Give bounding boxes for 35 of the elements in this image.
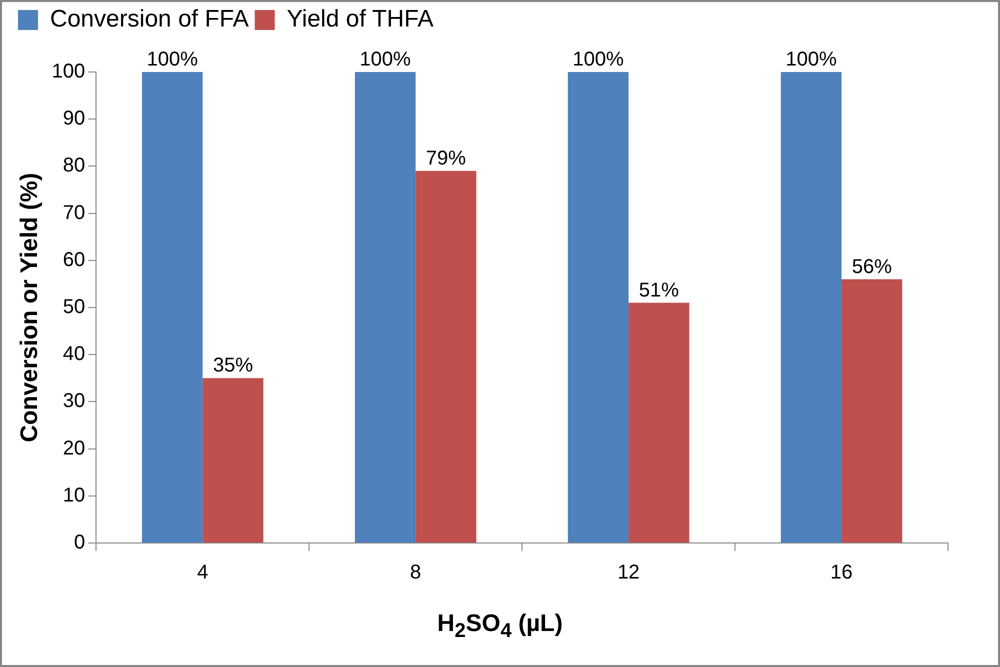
y-tick-label: 90 [62, 108, 86, 130]
bar [416, 170, 476, 542]
bar [568, 72, 629, 542]
data-label: 100% [146, 48, 198, 71]
y-tick-label: 40 [62, 343, 86, 366]
bar [142, 72, 203, 542]
y-tick-label: 100 [52, 60, 86, 83]
data-label: 35% [212, 354, 254, 377]
x-axis-title: H$_{2}$SO$_{4}$ (µL) [436, 610, 564, 643]
data-label: 79% [426, 147, 466, 170]
legend-label: Conversion of FFA [50, 6, 249, 33]
data-label: 56% [852, 256, 892, 278]
data-label: 100% [360, 48, 412, 71]
x-tick-label: 4 [197, 562, 208, 584]
data-label: 100% [572, 48, 624, 71]
x-tick-label: 8 [410, 562, 422, 584]
y-tick-label: 20 [62, 437, 86, 460]
y-tick-label: 30 [62, 390, 86, 412]
bar [628, 302, 690, 542]
y-tick-label: 50 [62, 296, 86, 318]
x-tick-label: 16 [830, 562, 853, 584]
bar [202, 378, 264, 542]
bar [780, 72, 842, 542]
x-tick-label: 12 [617, 562, 640, 584]
y-tick-label: 80 [62, 154, 86, 177]
y-tick-label: 70 [62, 202, 86, 224]
data-label: 100% [786, 48, 837, 71]
data-label: 51% [638, 279, 680, 302]
legend-label: Yield of THFA [286, 6, 434, 33]
y-tick-label: 10 [62, 484, 86, 506]
y-axis-title: Conversion or Yield (%) [16, 172, 44, 442]
y-tick-label: 60 [62, 248, 86, 271]
y-tick-label: 0 [74, 532, 86, 554]
bar [354, 72, 416, 542]
bar [842, 279, 902, 542]
